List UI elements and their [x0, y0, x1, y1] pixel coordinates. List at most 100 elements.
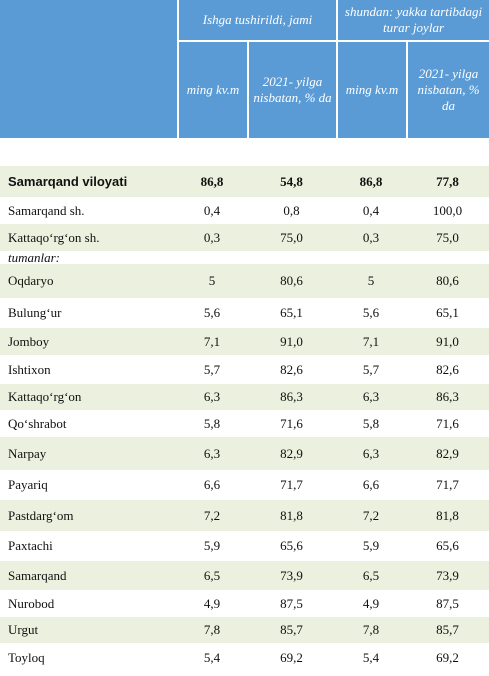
cell-value: 5,7	[362, 361, 380, 377]
row-label: Narpay	[8, 445, 47, 461]
cell-value: 86,3	[436, 389, 459, 404]
table-row: tumanlar:	[0, 249, 489, 265]
table-row: Pastdarg‘om 7,2 81,8 7,2 81,8	[0, 500, 489, 531]
cell-value: 7,2	[362, 507, 380, 523]
cell-value: 6,5	[362, 567, 380, 583]
cell-value: 6,3	[362, 389, 380, 404]
cell-value: 71,7	[280, 477, 303, 492]
cell-value: 82,9	[280, 445, 303, 461]
group-header: shundan: yakka tartibdagi turar joylar	[336, 0, 489, 40]
cell-value: 6,6	[203, 477, 221, 492]
cell-value: 80,6	[436, 273, 459, 288]
table-row: Oqdaryo 5 80,6 5 80,6	[0, 264, 489, 298]
cell-value: 5	[208, 273, 216, 288]
cell-value: 6,5	[203, 567, 221, 583]
cell-value: 7,2	[203, 507, 221, 523]
cell-value: 75,0	[436, 229, 459, 245]
cell-value: 81,8	[280, 507, 303, 523]
cell-value: 65,1	[436, 305, 459, 320]
column-header: ming kv.m	[177, 40, 247, 138]
cell-value: 87,5	[280, 595, 303, 611]
row-label: Jomboy	[8, 333, 50, 349]
column-header: ming kv.m	[336, 40, 406, 138]
cell-value: 0,8	[283, 202, 300, 218]
table-row: Payariq 6,6 71,7 6,6 71,7	[0, 470, 489, 500]
table-row: Ishtixon 5,7 82,6 5,7 82,6	[0, 355, 489, 384]
row-label: tumanlar:	[8, 249, 60, 265]
cell-value: 5,4	[362, 649, 380, 665]
cell-value: 0,4	[203, 202, 221, 218]
cell-value: 65,6	[436, 538, 459, 553]
cell-value: 6,3	[362, 445, 380, 461]
table-row: Toyloq 5,4 69,2 5,4 69,2	[0, 643, 489, 672]
cell-value: 69,2	[280, 649, 303, 665]
cell-value: 5,8	[362, 415, 380, 431]
table-row: Nurobod 4,9 87,5 4,9 87,5	[0, 590, 489, 617]
cell-value: 82,6	[280, 361, 303, 377]
header-corner	[0, 0, 177, 138]
cell-value: 6,3	[203, 445, 221, 461]
column-header: 2021- yilga nisbatan, % da	[247, 40, 336, 138]
cell-value: 5,9	[203, 538, 221, 553]
cell-value: 85,7	[436, 622, 459, 637]
cell-value: 73,9	[280, 567, 303, 583]
cell-value: 86,3	[280, 389, 303, 404]
cell-value: 81,8	[436, 507, 459, 523]
cell-value: 7,8	[362, 622, 380, 637]
cell-value: 5,8	[203, 415, 221, 431]
table-row: Samarqand sh. 0,4 0,8 0,4 100,0	[0, 197, 489, 224]
cell-value: 4,9	[203, 595, 221, 611]
cell-value: 6,6	[362, 477, 380, 492]
row-label: Samarqand	[8, 567, 67, 583]
table-row: Bulung‘ur 5,6 65,1 5,6 65,1	[0, 298, 489, 328]
row-label: Paxtachi	[8, 538, 53, 553]
cell-value: 86,8	[359, 173, 383, 189]
cell-value: 75,0	[280, 229, 303, 245]
cell-value: 5,4	[203, 649, 221, 665]
cell-value: 0,3	[203, 229, 221, 245]
cell-value: 65,1	[280, 305, 303, 320]
cell-value: 91,0	[280, 333, 303, 349]
table-row: Paxtachi 5,9 65,6 5,9 65,6	[0, 531, 489, 561]
table-row: Samarqand viloyati 86,8 54,8 86,8 77,8	[0, 166, 489, 197]
cell-value: 73,9	[436, 567, 459, 583]
row-label: Ishtixon	[8, 361, 51, 377]
cell-value: 5,7	[203, 361, 221, 377]
row-label: Toyloq	[8, 649, 45, 665]
cell-value: 7,1	[362, 333, 380, 349]
row-label: Bulung‘ur	[8, 305, 62, 320]
cell-value: 5,6	[203, 305, 221, 320]
cell-value: 82,6	[436, 361, 459, 377]
row-label: Qo‘shrabot	[8, 415, 67, 431]
column-header: 2021- yilga nisbatan, % da	[406, 40, 489, 138]
cell-value: 71,6	[280, 415, 303, 431]
row-label: Kattaqo‘rg‘on	[8, 389, 82, 404]
row-label: Oqdaryo	[8, 273, 54, 288]
cell-value: 100,0	[432, 202, 463, 218]
row-label: Payariq	[8, 477, 48, 492]
table-row: Kattaqo‘rg‘on 6,3 86,3 6,3 86,3	[0, 384, 489, 410]
table-row: Jomboy 7,1 91,0 7,1 91,0	[0, 328, 489, 355]
cell-value: 71,6	[436, 415, 459, 431]
cell-value: 4,9	[362, 595, 380, 611]
cell-value: 0,4	[362, 202, 380, 218]
row-label: Kattaqo‘rg‘on sh.	[8, 229, 100, 245]
cell-value: 86,8	[200, 173, 224, 189]
cell-value: 91,0	[436, 333, 459, 349]
cell-value: 87,5	[436, 595, 459, 611]
cell-value: 82,9	[436, 445, 459, 461]
row-label: Samarqand viloyati	[8, 174, 128, 189]
row-label: Urgut	[8, 622, 39, 637]
cell-value: 77,8	[436, 173, 459, 189]
row-label: Pastdarg‘om	[8, 507, 74, 523]
cell-value: 0,3	[362, 229, 380, 245]
table-row: Samarqand 6,5 73,9 6,5 73,9	[0, 561, 489, 590]
cell-value: 71,7	[436, 477, 459, 492]
cell-value: 5,6	[362, 305, 380, 320]
table-row: Urgut 7,8 85,7 7,8 85,7	[0, 617, 489, 643]
cell-value: 80,6	[280, 273, 303, 288]
cell-value: 69,2	[436, 649, 459, 665]
table-row: Qo‘shrabot 5,8 71,6 5,8 71,6	[0, 410, 489, 437]
cell-value: 7,8	[203, 622, 221, 637]
